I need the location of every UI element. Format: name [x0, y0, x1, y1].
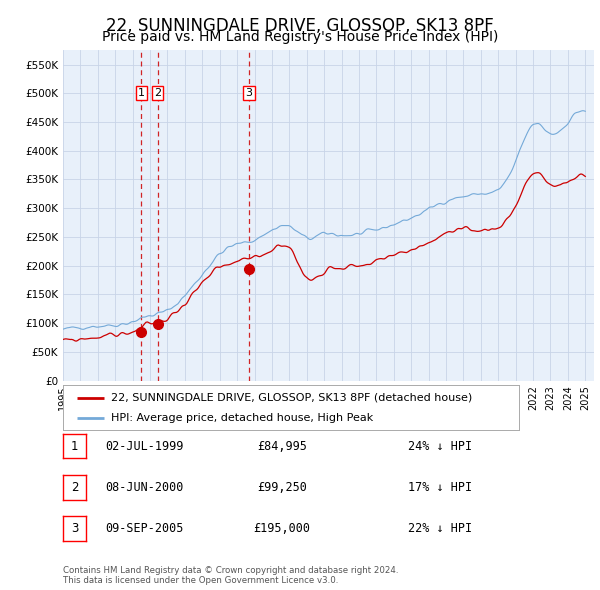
Text: £84,995: £84,995 [257, 440, 307, 453]
Text: 22, SUNNINGDALE DRIVE, GLOSSOP, SK13 8PF (detached house): 22, SUNNINGDALE DRIVE, GLOSSOP, SK13 8PF… [111, 393, 472, 402]
Text: 22% ↓ HPI: 22% ↓ HPI [408, 522, 472, 535]
Text: 3: 3 [245, 88, 253, 99]
Text: 1: 1 [71, 440, 78, 453]
Text: 24% ↓ HPI: 24% ↓ HPI [408, 440, 472, 453]
Text: 2: 2 [71, 481, 78, 494]
Text: 02-JUL-1999: 02-JUL-1999 [105, 440, 184, 453]
Text: 08-JUN-2000: 08-JUN-2000 [105, 481, 184, 494]
Text: HPI: Average price, detached house, High Peak: HPI: Average price, detached house, High… [111, 414, 373, 424]
Text: 09-SEP-2005: 09-SEP-2005 [105, 522, 184, 535]
Text: £195,000: £195,000 [254, 522, 311, 535]
Text: £99,250: £99,250 [257, 481, 307, 494]
Text: 17% ↓ HPI: 17% ↓ HPI [408, 481, 472, 494]
Text: 2: 2 [154, 88, 161, 99]
Text: 1: 1 [138, 88, 145, 99]
Text: 22, SUNNINGDALE DRIVE, GLOSSOP, SK13 8PF: 22, SUNNINGDALE DRIVE, GLOSSOP, SK13 8PF [106, 17, 494, 35]
Text: Price paid vs. HM Land Registry's House Price Index (HPI): Price paid vs. HM Land Registry's House … [102, 30, 498, 44]
Text: 3: 3 [71, 522, 78, 535]
Text: Contains HM Land Registry data © Crown copyright and database right 2024.
This d: Contains HM Land Registry data © Crown c… [63, 566, 398, 585]
